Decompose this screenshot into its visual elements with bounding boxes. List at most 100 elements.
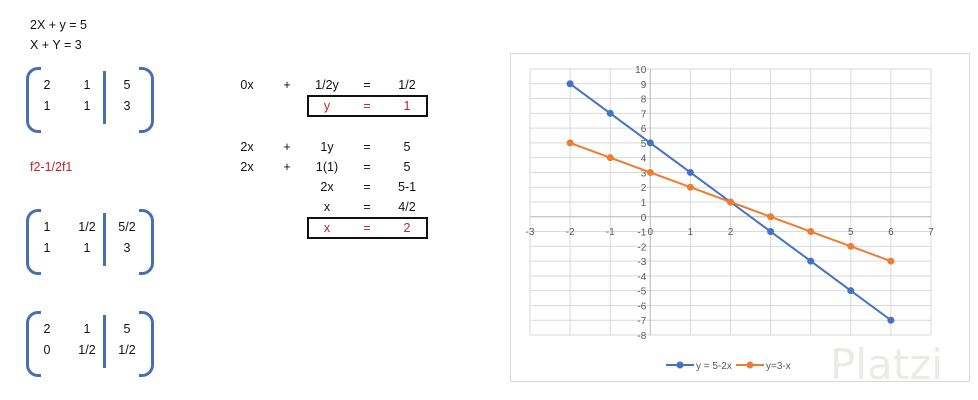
y-tick-label: 9 <box>641 80 647 91</box>
data-point <box>606 109 614 117</box>
x-tick-label: 7 <box>928 227 934 238</box>
solution-a: 2x <box>240 140 254 154</box>
x-tick-label: 2 <box>728 227 734 238</box>
matrix-cell: 1 <box>83 78 91 92</box>
data-point <box>847 287 855 295</box>
solution-a: 2x <box>240 160 254 174</box>
solution-a: 0x <box>240 78 254 92</box>
augment-bar <box>103 71 106 124</box>
matrix-cell: 5 <box>123 322 131 336</box>
y-tick-label: 10 <box>635 65 647 76</box>
data-point <box>566 80 574 88</box>
matrix-cell: 5 <box>123 78 131 92</box>
data-point <box>686 183 694 191</box>
y-tick-label: 4 <box>641 154 647 165</box>
legend-marker <box>746 361 754 369</box>
solution-b: 1y <box>320 140 334 154</box>
matrix-cell: 2 <box>43 322 51 336</box>
matrix-cell: 1 <box>83 99 91 113</box>
matrix-cell: 2 <box>43 78 51 92</box>
solution-b: 1/2y <box>315 78 339 92</box>
matrix-cell: 1 <box>83 322 91 336</box>
solution-c: 5 <box>403 160 411 174</box>
data-point <box>887 316 895 324</box>
x-tick-label: -3 <box>526 227 535 238</box>
result-box <box>307 217 428 239</box>
x-tick-label: 6 <box>888 227 894 238</box>
right-bracket <box>139 311 154 377</box>
matrix-cell: 3 <box>123 241 131 255</box>
data-point <box>686 168 694 176</box>
y-tick-label: 8 <box>641 95 647 106</box>
y-tick-label: -3 <box>637 257 646 268</box>
solution-c: 1/2 <box>398 78 416 92</box>
solution-eq: = <box>363 200 371 214</box>
augmented-matrix: 2 1 5 0 1/2 1/2 <box>26 311 154 377</box>
solution-eq: = <box>363 221 371 235</box>
legend-label: y = 5-2x <box>696 361 732 372</box>
matrix-cell: 1 <box>43 220 51 234</box>
solution-eq: = <box>363 160 371 174</box>
y-tick-label: -7 <box>637 316 646 327</box>
left-bracket <box>26 209 41 275</box>
y-tick-label: 0 <box>641 213 647 224</box>
solution-eq: = <box>363 78 371 92</box>
data-point <box>807 228 815 236</box>
x-tick-label: -1 <box>606 227 615 238</box>
y-tick-label: 6 <box>641 124 647 135</box>
y-tick-label: -5 <box>637 287 646 298</box>
data-point <box>767 228 775 236</box>
augmented-matrix: 1 1/2 5/2 1 1 3 <box>26 209 154 275</box>
matrix-cell: 1/2 <box>118 343 136 357</box>
data-point <box>847 242 855 250</box>
x-tick-label: 0 <box>648 227 654 238</box>
legend-label: y=3-x <box>766 361 791 372</box>
x-tick-label: 1 <box>688 227 694 238</box>
result-box <box>307 95 428 117</box>
matrix-cell: 1/2 <box>78 343 96 357</box>
solution-eq: = <box>363 140 371 154</box>
left-bracket <box>26 311 41 377</box>
solution-eq: = <box>363 99 371 113</box>
x-tick-label: 5 <box>848 227 854 238</box>
right-bracket <box>139 209 154 275</box>
solution-b: y <box>323 99 331 113</box>
data-point <box>887 257 895 265</box>
y-tick-label: -8 <box>637 331 646 342</box>
y-tick-label: -6 <box>637 301 646 312</box>
augmented-matrix: 2 1 5 1 1 3 <box>26 67 154 133</box>
chart: -3-2-101234567109876543210-1-2-3-4-5-6-7… <box>510 53 970 382</box>
augment-bar <box>103 315 106 368</box>
data-point <box>767 213 775 221</box>
solution-b: x <box>323 221 331 235</box>
matrix-cell: 1 <box>43 241 51 255</box>
matrix-cell: 1/2 <box>78 220 96 234</box>
y-tick-label: 2 <box>641 183 647 194</box>
solution-c: 2 <box>403 221 411 235</box>
equation-1: 2X + y = 5 <box>30 18 87 32</box>
right-bracket <box>139 67 154 133</box>
data-point <box>566 139 574 147</box>
y-tick-label: 3 <box>641 168 647 179</box>
solution-op: + <box>283 140 291 154</box>
y-tick-label: 5 <box>641 139 647 150</box>
matrix-cell: 5/2 <box>118 220 136 234</box>
x-tick-label: -2 <box>566 227 575 238</box>
solution-b: x <box>323 200 331 214</box>
data-point <box>807 257 815 265</box>
solution-c: 4/2 <box>398 200 416 214</box>
solution-op: + <box>283 78 291 92</box>
augment-bar <box>103 213 106 266</box>
solution-b: 2x <box>320 180 334 194</box>
data-point <box>606 154 614 162</box>
data-point <box>646 139 654 147</box>
y-tick-label: -2 <box>637 242 646 253</box>
solution-c: 1 <box>403 99 411 113</box>
equation-2: X + Y = 3 <box>30 38 82 52</box>
chart-svg: -3-2-101234567109876543210-1-2-3-4-5-6-7… <box>526 65 935 372</box>
matrix-cell: 3 <box>123 99 131 113</box>
y-tick-label: 7 <box>641 109 647 120</box>
data-point <box>646 168 654 176</box>
solution-b: 1(1) <box>315 160 339 174</box>
matrix-cell: 1 <box>83 241 91 255</box>
